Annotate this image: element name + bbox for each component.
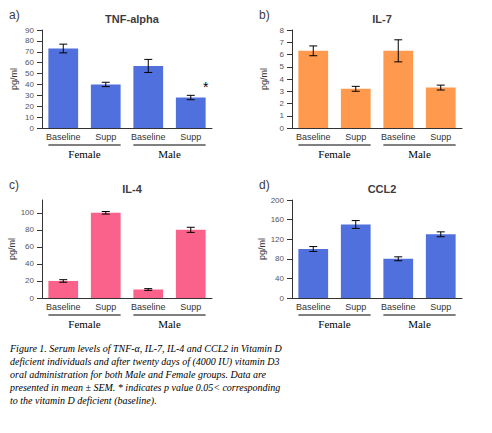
svg-text:Supp: Supp bbox=[430, 302, 451, 312]
svg-text:90: 90 bbox=[25, 26, 34, 35]
svg-text:30: 30 bbox=[25, 91, 34, 100]
svg-text:d): d) bbox=[259, 178, 270, 192]
svg-text:Baseline: Baseline bbox=[381, 302, 416, 312]
svg-text:Supp: Supp bbox=[430, 132, 451, 142]
svg-text:Male: Male bbox=[408, 148, 431, 160]
svg-text:Baseline: Baseline bbox=[296, 132, 331, 142]
svg-text:20: 20 bbox=[25, 276, 34, 285]
svg-text:60: 60 bbox=[25, 58, 34, 67]
svg-text:40: 40 bbox=[275, 274, 284, 283]
svg-text:20: 20 bbox=[25, 102, 34, 111]
svg-text:80: 80 bbox=[25, 36, 34, 45]
svg-text:0: 0 bbox=[280, 124, 285, 133]
svg-text:50: 50 bbox=[25, 69, 34, 78]
svg-text:8: 8 bbox=[280, 26, 285, 35]
svg-text:70: 70 bbox=[25, 47, 34, 56]
svg-text:TNF-alpha: TNF-alpha bbox=[105, 13, 160, 25]
svg-text:40: 40 bbox=[25, 259, 34, 268]
svg-text:0: 0 bbox=[30, 294, 35, 303]
svg-text:200: 200 bbox=[271, 196, 285, 205]
svg-text:deficient individuals and afte: deficient individuals and after twenty d… bbox=[10, 356, 279, 368]
svg-text:Male: Male bbox=[408, 318, 431, 330]
svg-text:Baseline: Baseline bbox=[46, 132, 81, 142]
svg-text:60: 60 bbox=[25, 242, 34, 251]
svg-text:Female: Female bbox=[68, 318, 100, 330]
svg-text:0: 0 bbox=[30, 124, 35, 133]
svg-text:6: 6 bbox=[280, 50, 285, 59]
svg-text:a): a) bbox=[9, 8, 20, 22]
svg-text:pg/ml: pg/ml bbox=[259, 68, 269, 90]
svg-text:4: 4 bbox=[280, 75, 285, 84]
svg-text:b): b) bbox=[259, 8, 270, 22]
svg-text:Male: Male bbox=[158, 148, 181, 160]
svg-text:Female: Female bbox=[318, 148, 350, 160]
svg-text:pg/ml: pg/ml bbox=[9, 68, 19, 90]
svg-text:2: 2 bbox=[280, 99, 285, 108]
svg-text:Supp: Supp bbox=[95, 302, 116, 312]
svg-text:IL-7: IL-7 bbox=[372, 13, 392, 25]
svg-text:Female: Female bbox=[318, 318, 350, 330]
svg-text:Supp: Supp bbox=[180, 302, 201, 312]
svg-text:Baseline: Baseline bbox=[381, 132, 416, 142]
svg-text:Baseline: Baseline bbox=[131, 132, 166, 142]
svg-text:Supp: Supp bbox=[95, 132, 116, 142]
svg-text:presented in mean ± SEM. * ind: presented in mean ± SEM. * indicates p v… bbox=[9, 382, 280, 393]
svg-text:Supp: Supp bbox=[180, 132, 201, 142]
svg-text:10: 10 bbox=[25, 113, 34, 122]
svg-text:100: 100 bbox=[21, 208, 35, 217]
svg-text:160: 160 bbox=[271, 215, 285, 224]
svg-text:1: 1 bbox=[280, 111, 285, 120]
svg-text:120: 120 bbox=[271, 235, 285, 244]
svg-text:oral administration for both M: oral administration for both Male and Fe… bbox=[10, 369, 266, 380]
svg-text:to the vitamin D deficient (ba: to the vitamin D deficient (baseline). bbox=[10, 395, 157, 407]
svg-text:Figure 1. Serum levels of TNF-: Figure 1. Serum levels of TNF-α, IL-7, I… bbox=[9, 343, 282, 354]
svg-text:Supp: Supp bbox=[345, 302, 366, 312]
svg-text:5: 5 bbox=[280, 62, 285, 71]
svg-text:0: 0 bbox=[280, 294, 285, 303]
svg-text:80: 80 bbox=[275, 254, 284, 263]
svg-text:pg/ml: pg/ml bbox=[7, 238, 17, 260]
svg-text:Baseline: Baseline bbox=[46, 302, 81, 312]
svg-text:pg/ml: pg/ml bbox=[257, 238, 267, 260]
svg-text:Baseline: Baseline bbox=[296, 302, 331, 312]
svg-text:40: 40 bbox=[25, 80, 34, 89]
svg-text:Baseline: Baseline bbox=[131, 302, 166, 312]
svg-text:3: 3 bbox=[280, 87, 285, 96]
svg-text:7: 7 bbox=[280, 38, 285, 47]
svg-text:IL-4: IL-4 bbox=[122, 183, 142, 195]
svg-text:*: * bbox=[203, 79, 209, 95]
svg-text:c): c) bbox=[9, 178, 19, 192]
svg-text:Male: Male bbox=[158, 318, 181, 330]
svg-text:CCL2: CCL2 bbox=[368, 183, 397, 195]
svg-text:Female: Female bbox=[68, 148, 100, 160]
svg-text:80: 80 bbox=[25, 225, 34, 234]
svg-text:Supp: Supp bbox=[345, 132, 366, 142]
